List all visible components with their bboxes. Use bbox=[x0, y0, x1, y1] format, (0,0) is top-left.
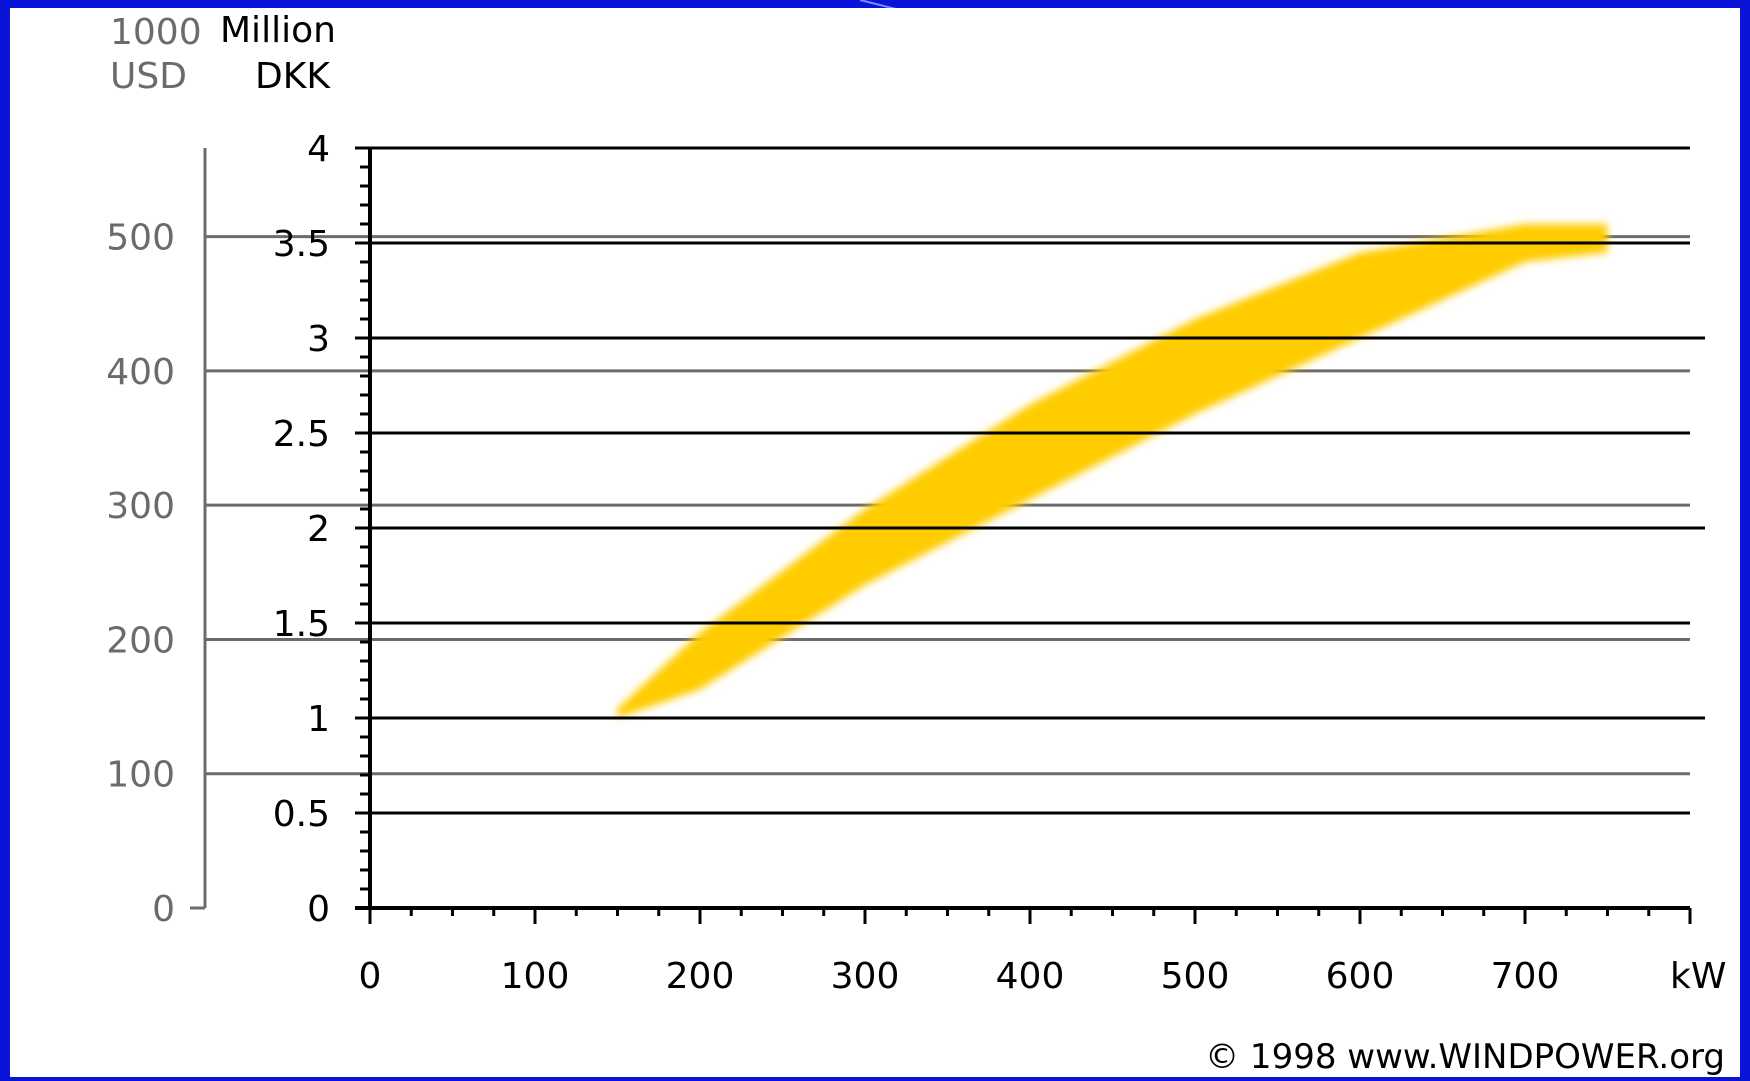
x-tick-label: 0 bbox=[359, 956, 382, 997]
x-tick-label: 700 bbox=[1491, 956, 1560, 997]
right-unit-label-bottom: DKK bbox=[255, 56, 331, 97]
usd-tick-label: 0 bbox=[152, 889, 175, 930]
cost-band bbox=[617, 224, 1608, 718]
x-tick-label: 600 bbox=[1326, 956, 1395, 997]
x-tick-label: 200 bbox=[666, 956, 735, 997]
x-tick-label: 400 bbox=[996, 956, 1065, 997]
axis-labels: 1000 USD Million DKK kW © 1998 www.WINDP… bbox=[110, 10, 1726, 1077]
usd-tick-label: 400 bbox=[106, 352, 175, 393]
dkk-tick-label: 2.5 bbox=[273, 414, 330, 455]
x-tick-label: 100 bbox=[501, 956, 570, 997]
usd-tick-label: 200 bbox=[106, 620, 175, 661]
right-unit-label-top: Million bbox=[220, 10, 336, 51]
dkk-tick-label: 4 bbox=[307, 129, 330, 170]
usd-tick-label: 500 bbox=[106, 218, 175, 259]
dkk-tick-label: 3.5 bbox=[273, 224, 330, 265]
usd-tick-label: 100 bbox=[106, 755, 175, 796]
chart-panel: 0 100 200 300 400 500 0 0.5 1 1.5 2 2.5 3 3.5 4 0 100 2… bbox=[10, 8, 1740, 1077]
left-unit-label-top: 1000 bbox=[110, 12, 202, 53]
left-unit-label-bottom: USD bbox=[110, 56, 187, 97]
copyright-text: © 1998 www.WINDPOWER.org bbox=[1205, 1037, 1725, 1077]
x-tick-label: 300 bbox=[831, 956, 900, 997]
x-unit-label: kW bbox=[1670, 956, 1726, 997]
axes: 0 100 200 300 400 500 600 700 bbox=[355, 148, 1692, 997]
x-tick-label: 500 bbox=[1161, 956, 1230, 997]
dkk-tick-label: 2 bbox=[307, 509, 330, 550]
cost-band-layer bbox=[617, 224, 1608, 718]
usd-gridlines: 0 100 200 300 400 500 bbox=[106, 148, 1690, 930]
dkk-tick-label: 1.5 bbox=[273, 604, 330, 645]
dkk-tick-label: 3 bbox=[307, 319, 330, 360]
cost-chart: 0 100 200 300 400 500 0 0.5 1 1.5 2 2.5 3 3.5 4 0 100 2… bbox=[106, 10, 1726, 1077]
usd-tick-label: 300 bbox=[106, 486, 175, 527]
dkk-tick-label: 0.5 bbox=[273, 794, 330, 835]
dkk-tick-label: 0 bbox=[307, 889, 330, 930]
dkk-gridlines: 0 0.5 1 1.5 2 2.5 3 3.5 4 bbox=[273, 129, 1705, 930]
dkk-tick-label: 1 bbox=[307, 699, 330, 740]
